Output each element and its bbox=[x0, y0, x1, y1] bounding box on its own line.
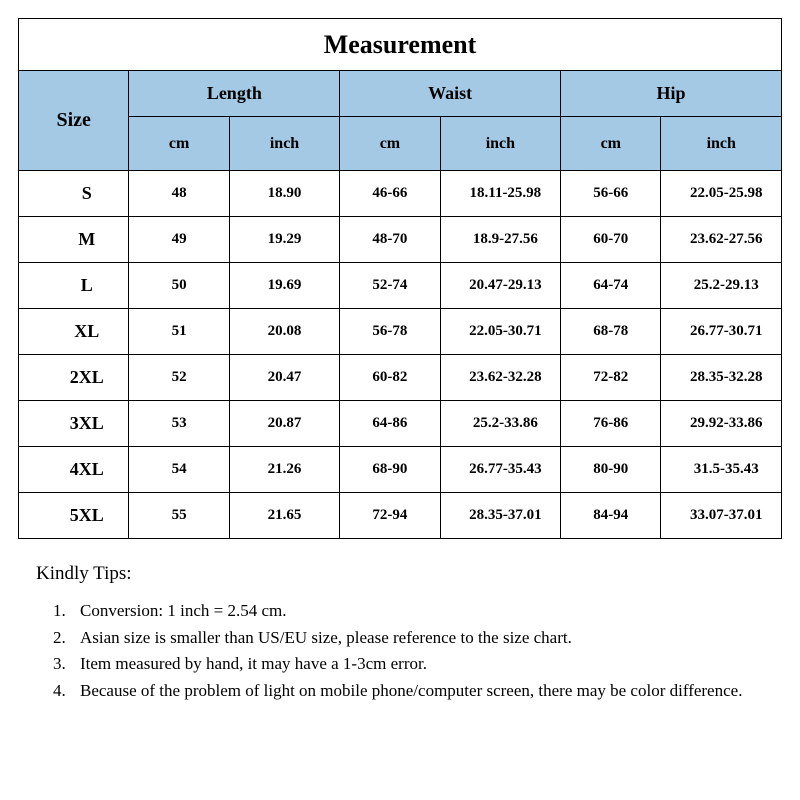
table-title: Measurement bbox=[19, 19, 782, 71]
value-cell: 25.2-33.86 bbox=[440, 401, 560, 447]
value-cell: 64-74 bbox=[561, 263, 661, 309]
value-cell: 26.77-30.71 bbox=[661, 309, 782, 355]
tips-section: Kindly Tips: Conversion: 1 inch = 2.54 c… bbox=[18, 539, 782, 704]
value-cell: 54 bbox=[129, 447, 229, 493]
tips-list: Conversion: 1 inch = 2.54 cm.Asian size … bbox=[36, 599, 772, 704]
value-cell: 49 bbox=[129, 217, 229, 263]
value-cell: 18.9-27.56 bbox=[440, 217, 560, 263]
value-cell: 18.11-25.98 bbox=[440, 171, 560, 217]
value-cell: 60-70 bbox=[561, 217, 661, 263]
table-header: Measurement Size Length Waist Hip cm inc… bbox=[19, 19, 782, 171]
tips-item: Because of the problem of light on mobil… bbox=[70, 679, 772, 704]
value-cell: 28.35-32.28 bbox=[661, 355, 782, 401]
header-unit-cm: cm bbox=[340, 117, 440, 171]
value-cell: 64-86 bbox=[340, 401, 440, 447]
size-cell: 5XL bbox=[19, 493, 129, 539]
value-cell: 29.92-33.86 bbox=[661, 401, 782, 447]
value-cell: 84-94 bbox=[561, 493, 661, 539]
size-cell: L bbox=[19, 263, 129, 309]
value-cell: 72-82 bbox=[561, 355, 661, 401]
value-cell: 68-90 bbox=[340, 447, 440, 493]
value-cell: 21.26 bbox=[229, 447, 339, 493]
size-cell: S bbox=[19, 171, 129, 217]
header-unit-inch: inch bbox=[440, 117, 560, 171]
value-cell: 55 bbox=[129, 493, 229, 539]
value-cell: 22.05-30.71 bbox=[440, 309, 560, 355]
value-cell: 31.5-35.43 bbox=[661, 447, 782, 493]
value-cell: 80-90 bbox=[561, 447, 661, 493]
value-cell: 52-74 bbox=[340, 263, 440, 309]
table-row: 2XL5220.4760-8223.62-32.2872-8228.35-32.… bbox=[19, 355, 782, 401]
table-row: L5019.6952-7420.47-29.1364-7425.2-29.13 bbox=[19, 263, 782, 309]
value-cell: 22.05-25.98 bbox=[661, 171, 782, 217]
value-cell: 23.62-32.28 bbox=[440, 355, 560, 401]
value-cell: 53 bbox=[129, 401, 229, 447]
header-group-hip: Hip bbox=[561, 71, 782, 117]
value-cell: 25.2-29.13 bbox=[661, 263, 782, 309]
size-cell: 3XL bbox=[19, 401, 129, 447]
value-cell: 33.07-37.01 bbox=[661, 493, 782, 539]
value-cell: 20.87 bbox=[229, 401, 339, 447]
size-cell: 2XL bbox=[19, 355, 129, 401]
value-cell: 20.08 bbox=[229, 309, 339, 355]
value-cell: 52 bbox=[129, 355, 229, 401]
header-size: Size bbox=[19, 71, 129, 171]
table-row: XL5120.0856-7822.05-30.7168-7826.77-30.7… bbox=[19, 309, 782, 355]
value-cell: 19.29 bbox=[229, 217, 339, 263]
value-cell: 48 bbox=[129, 171, 229, 217]
tips-title: Kindly Tips: bbox=[36, 563, 772, 585]
measurement-table: Measurement Size Length Waist Hip cm inc… bbox=[18, 18, 782, 539]
header-unit-cm: cm bbox=[129, 117, 229, 171]
size-cell: 4XL bbox=[19, 447, 129, 493]
header-group-waist: Waist bbox=[340, 71, 561, 117]
value-cell: 50 bbox=[129, 263, 229, 309]
value-cell: 76-86 bbox=[561, 401, 661, 447]
size-cell: M bbox=[19, 217, 129, 263]
table-row: S4818.9046-6618.11-25.9856-6622.05-25.98 bbox=[19, 171, 782, 217]
table-row: 4XL5421.2668-9026.77-35.4380-9031.5-35.4… bbox=[19, 447, 782, 493]
size-cell: XL bbox=[19, 309, 129, 355]
value-cell: 23.62-27.56 bbox=[661, 217, 782, 263]
value-cell: 26.77-35.43 bbox=[440, 447, 560, 493]
tips-item: Conversion: 1 inch = 2.54 cm. bbox=[70, 599, 772, 624]
value-cell: 20.47 bbox=[229, 355, 339, 401]
value-cell: 46-66 bbox=[340, 171, 440, 217]
value-cell: 68-78 bbox=[561, 309, 661, 355]
value-cell: 21.65 bbox=[229, 493, 339, 539]
value-cell: 72-94 bbox=[340, 493, 440, 539]
value-cell: 28.35-37.01 bbox=[440, 493, 560, 539]
table-row: M4919.2948-7018.9-27.5660-7023.62-27.56 bbox=[19, 217, 782, 263]
header-unit-inch: inch bbox=[229, 117, 339, 171]
header-unit-cm: cm bbox=[561, 117, 661, 171]
value-cell: 56-78 bbox=[340, 309, 440, 355]
header-group-length: Length bbox=[129, 71, 340, 117]
table-row: 5XL5521.6572-9428.35-37.0184-9433.07-37.… bbox=[19, 493, 782, 539]
tips-item: Item measured by hand, it may have a 1-3… bbox=[70, 652, 772, 677]
value-cell: 56-66 bbox=[561, 171, 661, 217]
value-cell: 60-82 bbox=[340, 355, 440, 401]
value-cell: 51 bbox=[129, 309, 229, 355]
value-cell: 20.47-29.13 bbox=[440, 263, 560, 309]
table-body: S4818.9046-6618.11-25.9856-6622.05-25.98… bbox=[19, 171, 782, 539]
header-unit-inch: inch bbox=[661, 117, 782, 171]
value-cell: 48-70 bbox=[340, 217, 440, 263]
value-cell: 19.69 bbox=[229, 263, 339, 309]
value-cell: 18.90 bbox=[229, 171, 339, 217]
tips-item: Asian size is smaller than US/EU size, p… bbox=[70, 626, 772, 651]
table-row: 3XL5320.8764-8625.2-33.8676-8629.92-33.8… bbox=[19, 401, 782, 447]
